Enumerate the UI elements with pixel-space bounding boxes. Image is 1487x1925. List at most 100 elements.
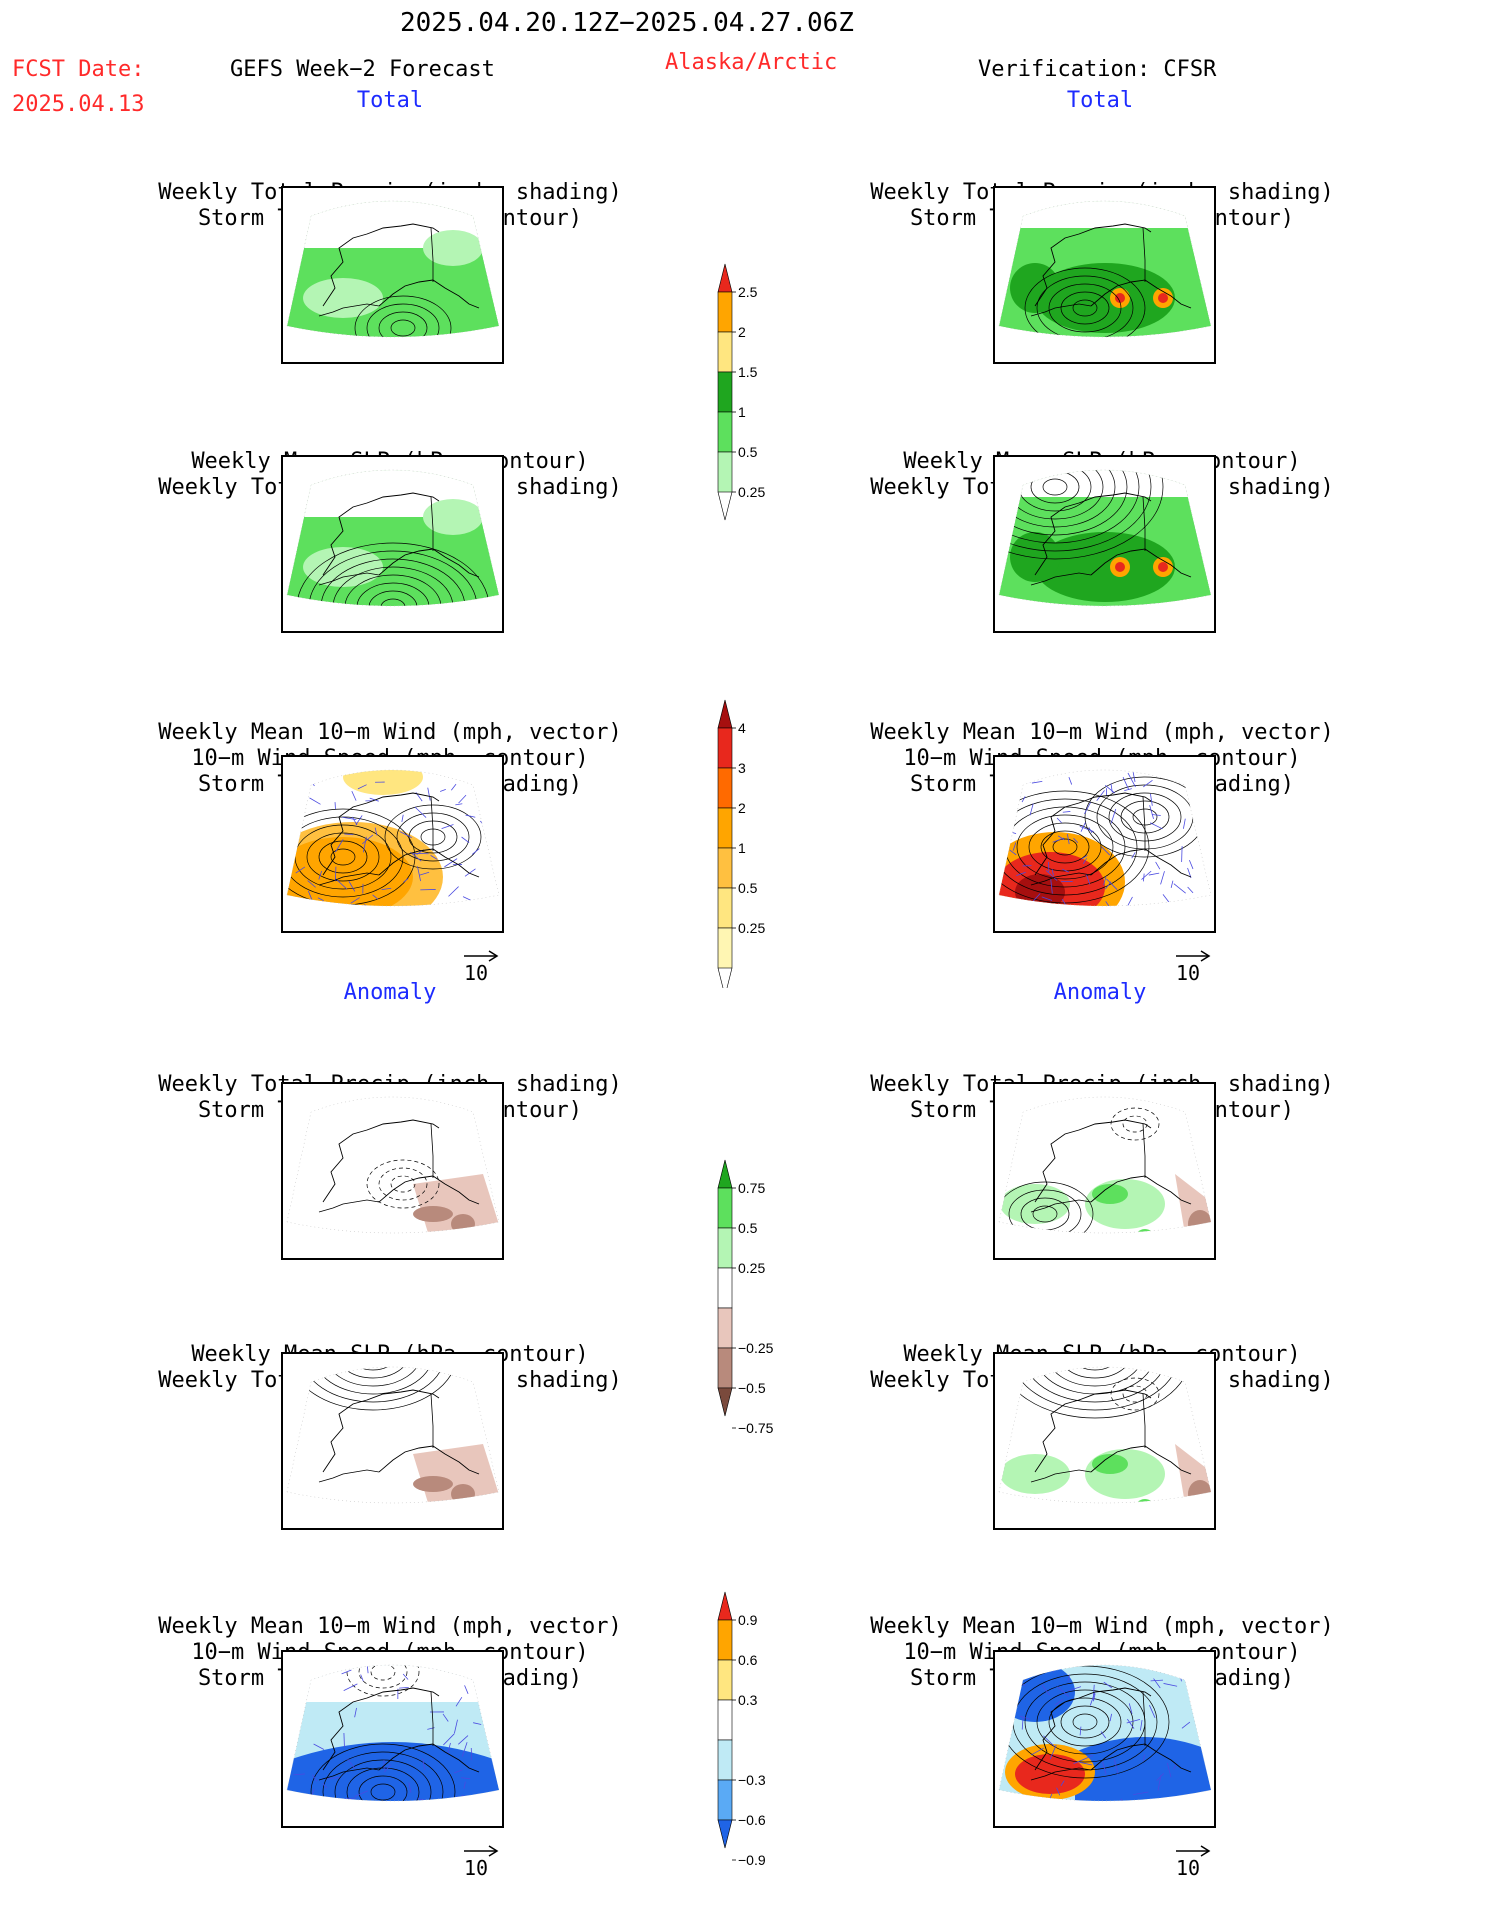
aleutian-islands xyxy=(1030,1469,1092,1483)
colorbar-segment xyxy=(717,1739,733,1781)
contour-line xyxy=(396,812,470,862)
wind-vector xyxy=(463,1781,466,1789)
precip-anomaly-dry xyxy=(1188,1210,1211,1233)
map-anom-precip-track-forecast xyxy=(281,1082,504,1260)
wind-vector xyxy=(1082,858,1087,865)
coastline xyxy=(322,223,440,307)
wind-vector xyxy=(471,848,480,855)
wind-vector xyxy=(1170,880,1174,888)
wind-vector xyxy=(311,1788,315,1796)
left-title: GEFS Week−2 Forecast xyxy=(230,57,495,82)
precip-max-inner xyxy=(1115,562,1125,572)
wind-vector xyxy=(1100,846,1111,856)
vector-ref-r3-left: 10 xyxy=(462,948,502,985)
aleutian-islands xyxy=(318,1469,380,1483)
contour-line xyxy=(1070,1367,1120,1371)
wind-vector xyxy=(1012,842,1017,851)
contour-line xyxy=(1028,822,1102,872)
coastline xyxy=(1034,1119,1152,1203)
contour-line xyxy=(999,470,1152,552)
contour-line xyxy=(346,1767,420,1801)
wind-vector xyxy=(1056,817,1062,824)
contour-line xyxy=(368,590,418,606)
section-total-right: Total xyxy=(1066,88,1134,113)
contour-line xyxy=(358,1775,408,1801)
border-line xyxy=(430,227,434,282)
wind-vector xyxy=(1183,818,1186,829)
border-line xyxy=(1142,1123,1146,1178)
wind-vector xyxy=(1122,776,1130,790)
wind-vector xyxy=(441,824,454,829)
colorbar-track-anom: 0.9 0.6 0.3 −0.3 −0.6 −0.9 xyxy=(717,1591,766,1868)
contour-line xyxy=(1083,1354,1107,1362)
aleutian-islands xyxy=(1030,1199,1092,1213)
aleutian-islands xyxy=(318,872,380,886)
contour-line xyxy=(999,470,1140,544)
wind-vector xyxy=(1150,822,1163,830)
aleutian-islands xyxy=(1030,303,1092,317)
wind-vector xyxy=(1089,1691,1096,1706)
wind-vector xyxy=(464,1685,469,1694)
contour-line xyxy=(1122,1385,1148,1403)
contour-line xyxy=(370,1665,396,1681)
wind-vector xyxy=(1153,1678,1161,1689)
colorbar-segment xyxy=(717,1347,733,1389)
map-total-wind-track-verification xyxy=(993,755,1216,933)
wind-vector xyxy=(403,878,409,883)
wind-vector xyxy=(399,831,412,838)
contour-line xyxy=(999,470,1116,528)
colorbar-segment xyxy=(717,371,733,413)
colorbar-tick-label: 0.5 xyxy=(738,444,758,460)
wind-vector xyxy=(1109,1713,1113,1722)
domain-outline xyxy=(998,1664,1212,1802)
aleutian-islands xyxy=(318,572,380,586)
wind-vector xyxy=(1073,1758,1085,1764)
aleutian-islands xyxy=(1030,572,1092,586)
colorbar-tick-label: 2 xyxy=(738,324,746,340)
wind-vector xyxy=(450,783,457,791)
wind-vector xyxy=(1073,838,1079,843)
precip-max-inner xyxy=(1158,293,1168,303)
contour-line xyxy=(999,1367,1192,1419)
colorbar-segment xyxy=(717,1187,733,1229)
wind-vector xyxy=(461,1795,476,1799)
wind-vector xyxy=(1045,870,1058,881)
wind-vector xyxy=(355,815,363,825)
precip-anomaly-wet xyxy=(1000,1184,1070,1224)
border-line xyxy=(430,1691,434,1746)
wind-vector xyxy=(362,836,367,853)
wind-vector xyxy=(1079,1761,1093,1766)
contour-line xyxy=(999,470,1128,536)
contour-line xyxy=(999,798,1138,896)
wind-vector xyxy=(1143,779,1153,788)
wind-vector xyxy=(1079,1726,1082,1736)
contour-line xyxy=(1010,1367,1180,1411)
contour-line xyxy=(1046,1367,1144,1387)
wind-vector xyxy=(438,903,448,906)
contour-line xyxy=(1060,1705,1110,1739)
wind-vector xyxy=(422,1758,426,1770)
wind-vector xyxy=(1060,1780,1065,1787)
contour-line xyxy=(1052,838,1078,856)
aleutian-islands xyxy=(318,1767,380,1781)
contour-line xyxy=(322,1751,444,1801)
aleutian-islands xyxy=(318,1199,380,1213)
wind-vector xyxy=(1056,1686,1070,1697)
wind-vector xyxy=(1088,827,1093,833)
map-anom-wind-track-forecast xyxy=(281,1650,504,1828)
contour-line xyxy=(1048,283,1122,333)
precip-spot xyxy=(1133,607,1141,615)
wind-vector xyxy=(1173,1763,1177,1770)
right-title: Verification: CFSR xyxy=(978,57,1217,82)
border-line xyxy=(1142,1691,1146,1746)
border-line xyxy=(430,1123,434,1178)
wind-vector xyxy=(453,1769,463,1774)
wind-vector xyxy=(1127,772,1136,788)
wind-vector xyxy=(347,1758,356,1770)
wind-vector xyxy=(1149,1705,1156,1719)
colorbar-precip-total: 2.5 2 1.5 1 0.5 0.25 xyxy=(717,263,765,521)
coastline xyxy=(1034,223,1152,307)
wind-vector xyxy=(1040,1801,1049,1805)
border-line xyxy=(1142,796,1146,851)
coastline xyxy=(322,1119,440,1203)
